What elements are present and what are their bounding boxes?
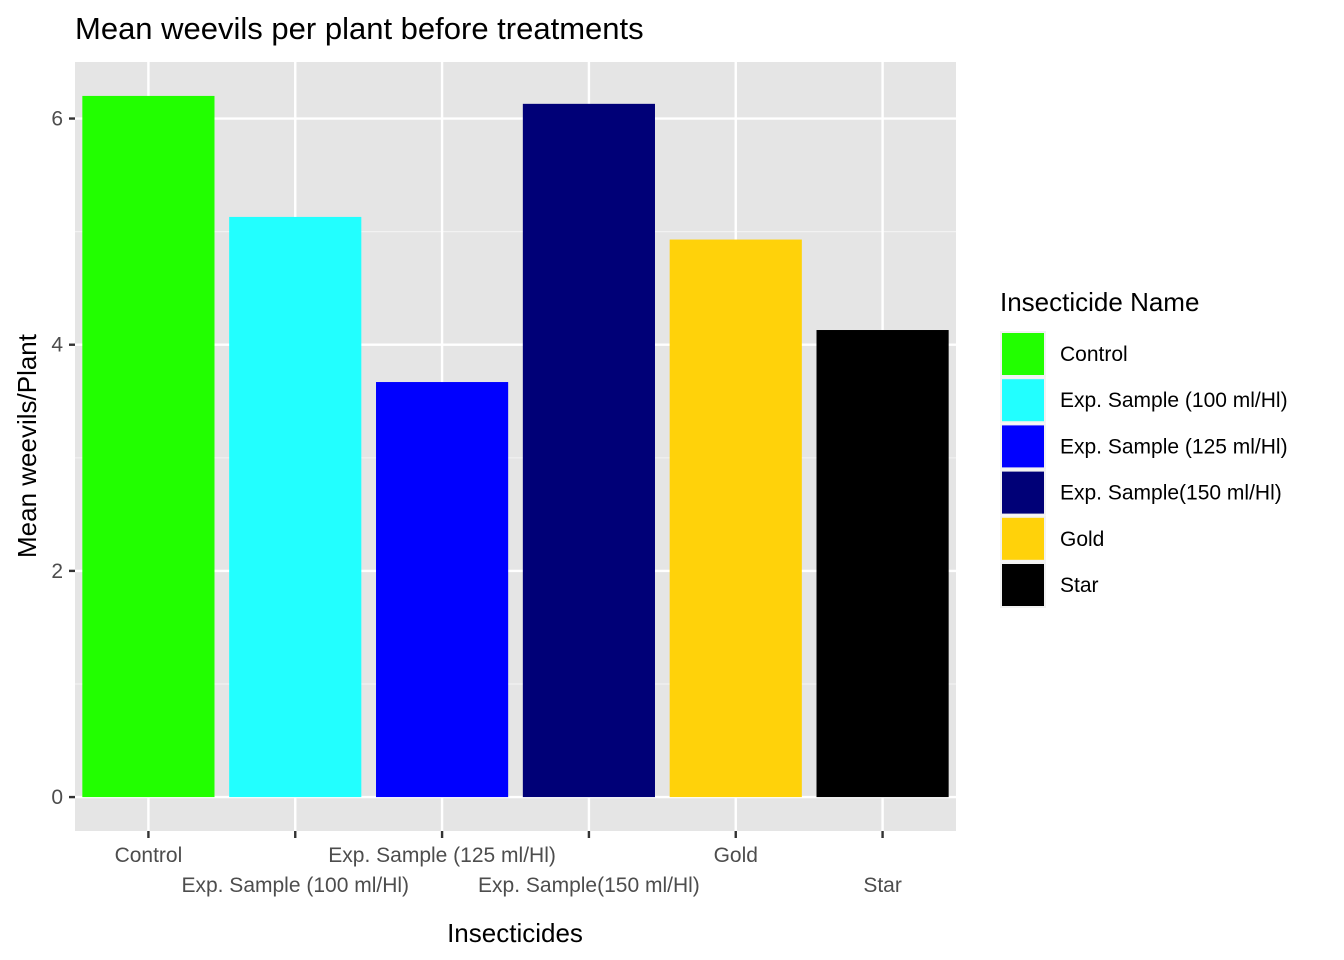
legend-label: Star bbox=[1060, 574, 1099, 597]
y-tick-label: 0 bbox=[51, 786, 63, 809]
chart-title: Mean weevils per plant before treatments bbox=[75, 11, 644, 46]
y-tick-label: 2 bbox=[51, 560, 63, 583]
y-axis-label: Mean weevils/Plant bbox=[12, 333, 42, 558]
y-tick-label: 4 bbox=[51, 334, 63, 357]
bar-4 bbox=[522, 103, 655, 798]
x-tick-label: Gold bbox=[714, 844, 758, 867]
x-tick-label: Exp. Sample (125 ml/Hl) bbox=[328, 844, 556, 867]
x-tick-label: Exp. Sample(150 ml/Hl) bbox=[478, 874, 700, 897]
plot-panel bbox=[75, 62, 956, 831]
bar-1 bbox=[82, 95, 215, 798]
x-tick-label: Star bbox=[863, 874, 902, 897]
legend-label: Gold bbox=[1060, 528, 1104, 551]
legend-label: Exp. Sample (125 ml/Hl) bbox=[1060, 435, 1288, 458]
legend-swatch bbox=[1002, 517, 1044, 560]
x-tick-label: Control bbox=[115, 844, 183, 867]
y-tick-label: 6 bbox=[51, 108, 63, 131]
legend-label: Exp. Sample (100 ml/Hl) bbox=[1060, 389, 1288, 412]
legend-title: Insecticide Name bbox=[1000, 287, 1199, 317]
bar-2 bbox=[229, 216, 362, 798]
legend-swatch bbox=[1002, 471, 1044, 514]
legend-swatch bbox=[1002, 425, 1044, 468]
legend-swatch bbox=[1002, 333, 1044, 375]
legend-label: Exp. Sample(150 ml/Hl) bbox=[1060, 482, 1282, 505]
bar-5 bbox=[669, 239, 802, 798]
x-tick-label: Exp. Sample (100 ml/Hl) bbox=[181, 874, 409, 897]
bar-6 bbox=[816, 330, 949, 798]
legend-swatch bbox=[1002, 564, 1044, 606]
bar-3 bbox=[376, 382, 509, 798]
legend-label: Control bbox=[1060, 343, 1128, 366]
x-axis-label: Insecticides bbox=[447, 918, 583, 948]
legend-swatch bbox=[1002, 379, 1044, 422]
